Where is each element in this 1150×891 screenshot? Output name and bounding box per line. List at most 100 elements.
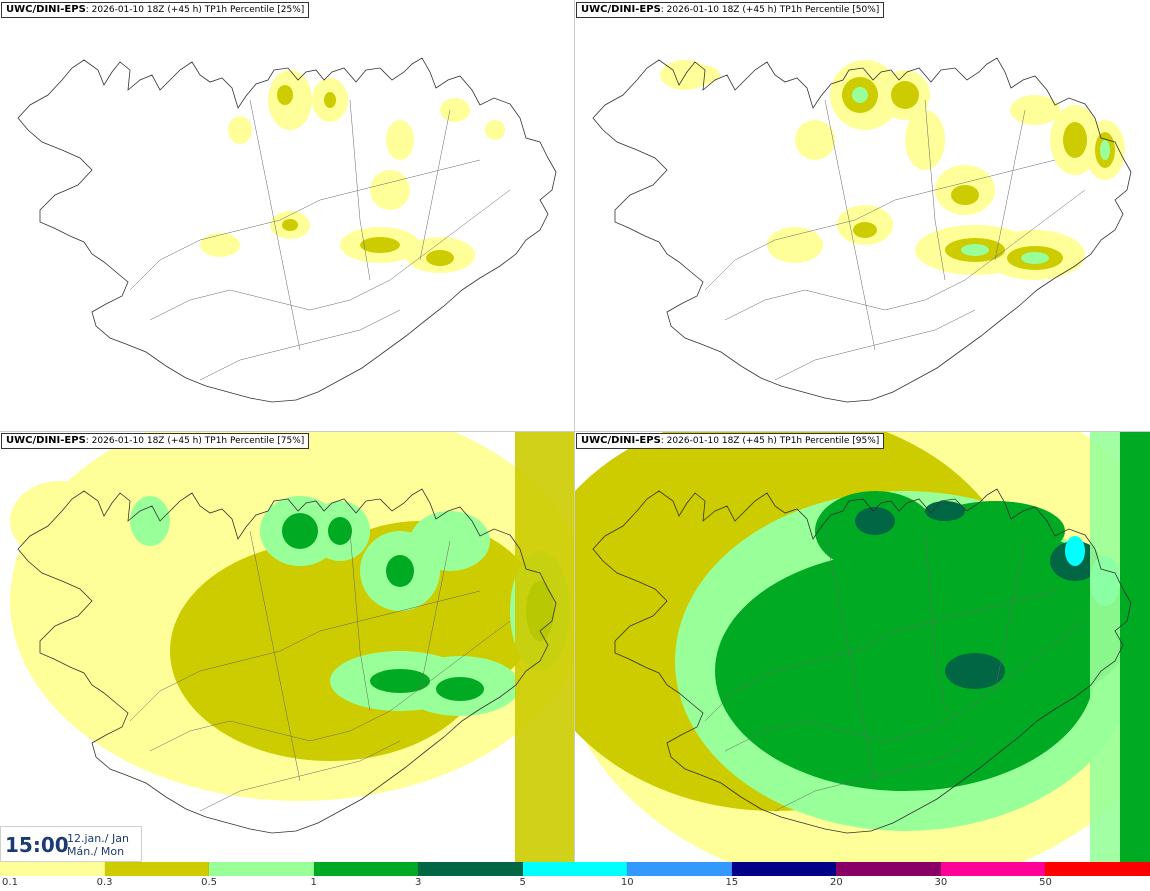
legend-label: 15 xyxy=(725,877,739,888)
precip-area xyxy=(386,120,414,160)
panel-title-separator: : xyxy=(85,436,92,446)
precip-area xyxy=(1010,95,1060,125)
precip-area xyxy=(767,227,823,263)
panel-model: UWC/DINI-EPS xyxy=(6,4,86,15)
coastline xyxy=(592,57,1132,403)
legend-swatch xyxy=(313,862,419,876)
precip-area xyxy=(891,81,919,109)
precip-area xyxy=(370,170,410,210)
legend-label: 30 xyxy=(934,877,948,888)
coastline xyxy=(17,57,557,403)
panel-percentile: [25%] xyxy=(277,5,305,15)
precip-area xyxy=(680,65,720,85)
precip-area xyxy=(905,110,945,170)
map-panel-1: UWC/DINI-EPS: 2026-01-10 18Z (+45 h) TP1… xyxy=(0,0,575,431)
road-line xyxy=(824,530,876,782)
map-panel-2: UWC/DINI-EPS: 2026-01-10 18Z (+45 h) TP1… xyxy=(575,0,1150,431)
legend-swatch xyxy=(1045,862,1150,876)
legend-label: 0.1 xyxy=(2,877,18,888)
road-line xyxy=(824,99,876,351)
map-canvas xyxy=(575,431,1150,862)
valid-date-line1: 12.jan./ Jan xyxy=(67,832,129,845)
legend-label: 1 xyxy=(310,877,317,888)
panel-run: 2026-01-10 18Z (+45 h) xyxy=(91,5,202,15)
precip-area xyxy=(1063,122,1087,158)
panel-title: UWC/DINI-EPS: 2026-01-10 18Z (+45 h) TP1… xyxy=(576,2,885,18)
precip-area xyxy=(440,98,470,122)
color-legend: 0.1 0.3 0.5 1 3 5 10 15 20 30 50 xyxy=(0,862,1150,891)
road-line xyxy=(724,189,1086,321)
panel-param: TP1h Percentile xyxy=(779,5,850,15)
panel-model: UWC/DINI-EPS xyxy=(581,4,661,15)
legend-label: 0.3 xyxy=(96,877,113,888)
road-line xyxy=(129,159,481,291)
road-line xyxy=(349,99,371,281)
panel-title: UWC/DINI-EPS: 2026-01-10 18Z (+45 h) TP1… xyxy=(576,433,885,449)
road-line xyxy=(199,309,401,381)
valid-time-box: 15:00 12.jan./ Jan Mán./ Mon xyxy=(0,826,142,862)
legend-label: 5 xyxy=(519,877,526,888)
legend-swatch xyxy=(209,862,314,876)
precip-area xyxy=(853,222,877,238)
legend-label: 50 xyxy=(1039,877,1052,888)
precip-area xyxy=(386,555,414,587)
map-canvas xyxy=(10,431,575,862)
map-canvas xyxy=(592,57,1132,403)
panel-title: UWC/DINI-EPS: 2026-01-10 18Z (+45 h) TP1… xyxy=(1,433,310,449)
panel-param: TP1h Percentile xyxy=(204,436,275,446)
precip-area xyxy=(1100,140,1110,160)
valid-time: 15:00 xyxy=(5,833,69,857)
precip-area xyxy=(300,521,540,701)
panel-run: 2026-01-10 18Z (+45 h) xyxy=(666,5,777,15)
map-canvas xyxy=(17,57,557,403)
legend-swatch xyxy=(0,862,105,876)
legend-swatch xyxy=(522,862,628,876)
precip-area xyxy=(130,496,170,546)
legend-swatch xyxy=(418,862,523,876)
precip-area xyxy=(282,219,298,231)
panel-title-separator: : xyxy=(660,5,667,15)
valid-date-line2: Mán./ Mon xyxy=(67,845,125,858)
panel-title: UWC/DINI-EPS: 2026-01-10 18Z (+45 h) TP1… xyxy=(1,2,310,18)
road-line xyxy=(704,590,1056,722)
legend-label: 0.5 xyxy=(201,877,218,888)
road-line xyxy=(774,740,976,812)
legend-swatch xyxy=(104,862,210,876)
precip-area xyxy=(360,237,400,253)
road-line xyxy=(249,530,301,782)
road-line xyxy=(149,189,511,321)
precip-area xyxy=(200,233,240,257)
road-line xyxy=(419,109,451,261)
legend-swatch xyxy=(940,862,1046,876)
precip-area xyxy=(282,513,318,549)
map-panel-4: UWC/DINI-EPS: 2026-01-10 18Z (+45 h) TP1… xyxy=(575,431,1150,862)
road-line xyxy=(129,590,481,722)
panel-model: UWC/DINI-EPS xyxy=(6,435,86,446)
precip-area xyxy=(852,87,868,103)
road-line xyxy=(704,159,1056,291)
legend-bar xyxy=(0,862,1150,876)
precip-area xyxy=(277,85,293,105)
road-line xyxy=(199,740,401,812)
legend-label: 10 xyxy=(620,877,634,888)
panel-run: 2026-01-10 18Z (+45 h) xyxy=(666,436,777,446)
legend-swatch xyxy=(836,862,941,876)
panel-percentile: [95%] xyxy=(852,436,880,446)
panel-model: UWC/DINI-EPS xyxy=(581,435,661,446)
road-line xyxy=(419,540,451,692)
road-line xyxy=(774,309,976,381)
precip-area xyxy=(436,677,484,701)
precip-area xyxy=(945,653,1005,689)
precip-edge-band xyxy=(515,431,575,862)
coastline xyxy=(17,488,557,834)
legend-label: 3 xyxy=(414,877,422,888)
panel-param: TP1h Percentile xyxy=(204,5,275,15)
precip-area xyxy=(855,507,895,535)
precip-area xyxy=(795,120,835,160)
legend-swatch xyxy=(627,862,732,876)
map-panel-3: UWC/DINI-EPS: 2026-01-10 18Z (+45 h) TP1… xyxy=(0,431,575,862)
precip-area xyxy=(1065,536,1085,566)
precip-area xyxy=(961,244,989,256)
precip-area xyxy=(324,92,336,108)
panel-percentile: [50%] xyxy=(852,5,880,15)
